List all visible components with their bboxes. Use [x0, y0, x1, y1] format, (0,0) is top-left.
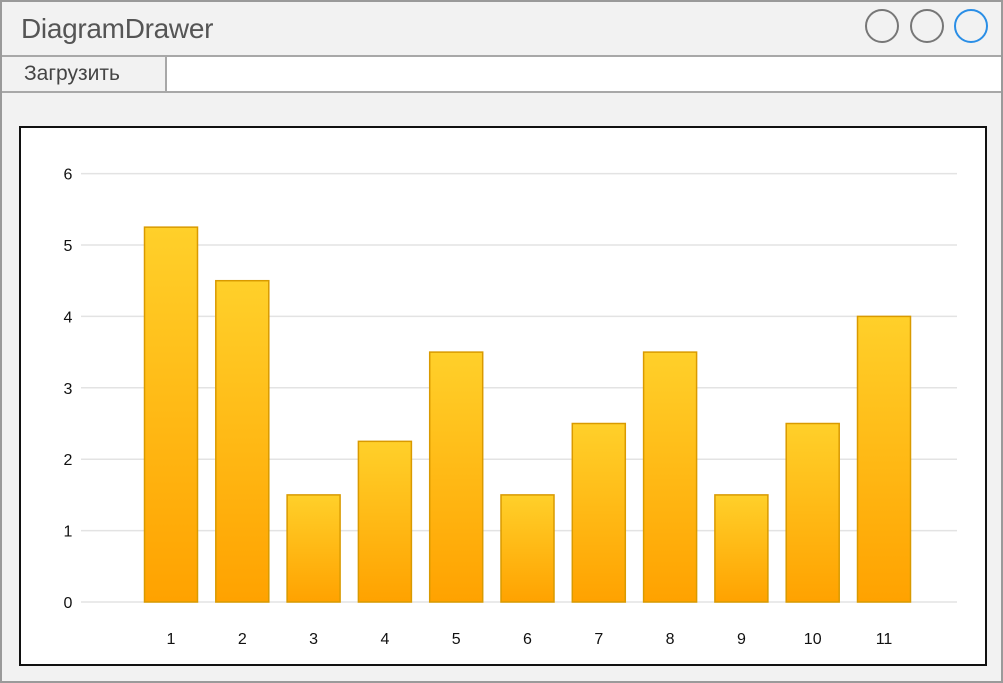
x-tick-label: 11: [876, 631, 893, 648]
x-tick-label: 3: [309, 631, 318, 648]
y-axis: 0 1 2 3 4 5 6: [64, 167, 73, 612]
x-tick-label: 1: [167, 631, 176, 648]
y-tick-label: 4: [64, 309, 73, 326]
close-button[interactable]: [954, 9, 988, 43]
bar-7: [571, 422, 627, 603]
x-tick-label: 10: [804, 631, 822, 648]
y-tick-label: 1: [64, 524, 73, 541]
toolbar: Загрузить: [2, 57, 1001, 93]
maximize-button[interactable]: [910, 9, 944, 43]
bar-8: [642, 351, 698, 603]
x-tick-label: 6: [523, 631, 532, 648]
x-axis: 1 2 3 4 5 6 7 8 9 10 11: [167, 631, 893, 648]
bar-9: [714, 494, 769, 603]
bar-10: [785, 422, 840, 603]
bar-11: [856, 315, 912, 603]
x-tick-label: 2: [238, 631, 247, 648]
y-tick-label: 0: [64, 595, 73, 612]
y-tick-label: 6: [64, 167, 73, 184]
bar-1: [143, 226, 199, 603]
x-tick-label: 8: [666, 631, 675, 648]
load-button[interactable]: Загрузить: [2, 57, 167, 91]
y-tick-label: 3: [64, 381, 73, 398]
bars: [143, 226, 912, 603]
x-tick-label: 5: [452, 631, 461, 648]
chart-panel: 0 1 2 3 4 5 6 1 2 3 4 5 6 7 8 9 10 11: [19, 126, 987, 666]
bar-6: [500, 494, 555, 603]
app-title: DiagramDrawer: [21, 13, 214, 44]
bar-5: [428, 351, 484, 603]
x-tick-label: 7: [594, 631, 603, 648]
bar-3: [286, 494, 341, 603]
title-bar: DiagramDrawer: [2, 2, 1001, 57]
bar-4: [357, 440, 413, 603]
x-tick-label: 4: [380, 631, 389, 648]
y-tick-label: 5: [64, 238, 73, 255]
bar-chart: 0 1 2 3 4 5 6 1 2 3 4 5 6 7 8 9 10 11: [64, 167, 957, 648]
minimize-button[interactable]: [865, 9, 899, 43]
x-tick-label: 9: [737, 631, 746, 648]
bar-2: [215, 279, 270, 603]
y-tick-label: 2: [64, 452, 73, 469]
